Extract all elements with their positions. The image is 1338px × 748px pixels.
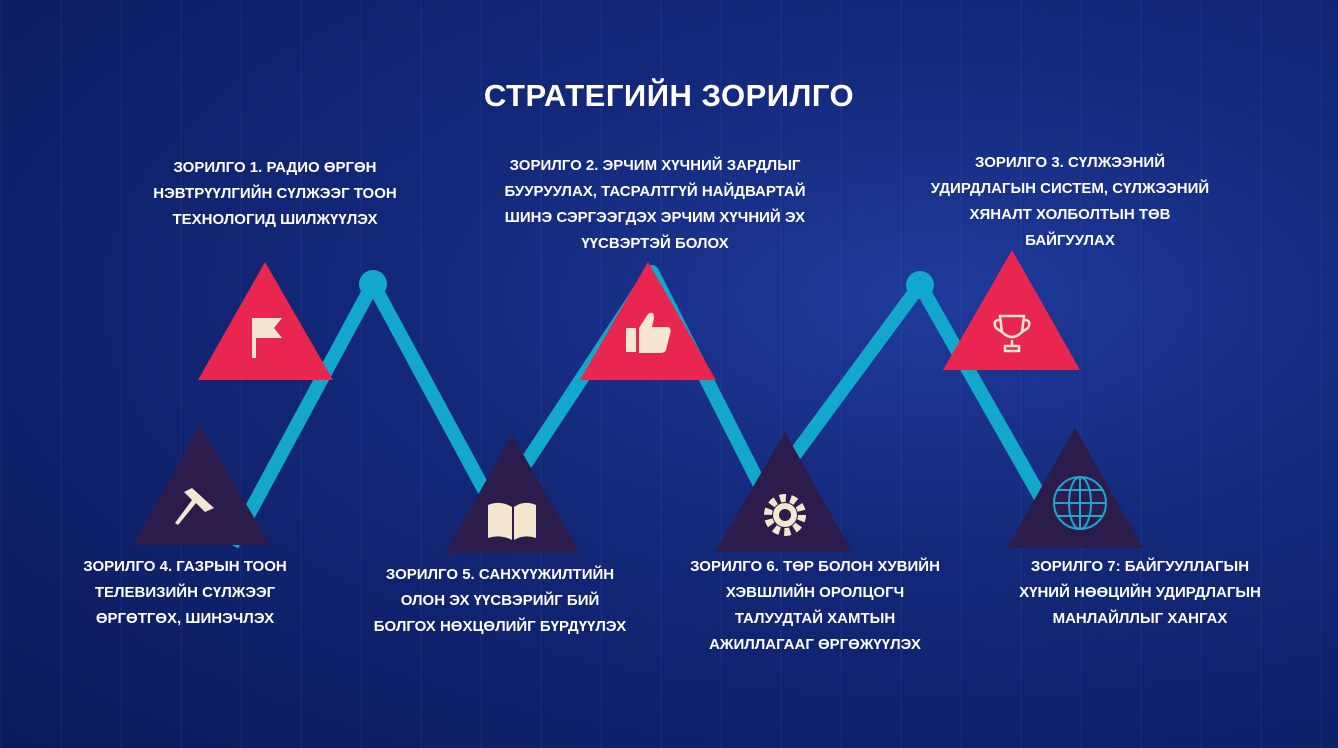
triangle-goal-4 <box>133 425 270 545</box>
peak-dot <box>906 271 934 299</box>
thumbs-up-icon <box>626 312 671 353</box>
peak-dot <box>359 270 387 298</box>
triangle-goal-7 <box>1007 428 1143 548</box>
goal-1-text: ЗОРИЛГО 1. РАДИО ӨРГӨН НЭВТРҮҮЛГИЙН СҮЛЖ… <box>153 159 397 228</box>
triangle-goal-3 <box>943 250 1080 370</box>
goal-2-text: ЗОРИЛГО 2. ЭРЧИМ ХҮЧНИЙ ЗАРДЛЫГ БУУРУУЛА… <box>504 157 806 252</box>
triangle-goal-5 <box>445 435 580 553</box>
flag-icon <box>252 318 282 358</box>
pushpin-icon <box>175 488 214 525</box>
goal-5-text: ЗОРИЛГО 5. САНХҮҮЖИЛТИЙН ОЛОН ЭХ ҮҮСВЭРИ… <box>373 566 627 635</box>
goal-4-text: ЗОРИЛГО 4. ГАЗРЫН ТООН ТЕЛЕВИЗИЙН СҮЛЖЭЭ… <box>83 558 287 627</box>
book-icon <box>488 502 536 540</box>
trophy-icon <box>993 314 1031 353</box>
page-title: СТРАТЕГИЙН ЗОРИЛГО <box>483 78 855 113</box>
goal-3-text: ЗОРИЛГО 3. СҮЛЖЭЭНИЙ УДИРДЛАГЫН СИСТЕМ, … <box>930 154 1210 249</box>
globe-icon <box>1053 476 1107 530</box>
gear-icon <box>764 494 806 536</box>
goal-7-text: ЗОРИЛГО 7: БАЙГУУЛЛАГЫН ХҮНИЙ НӨӨЦИЙН УД… <box>1019 558 1261 627</box>
triangle-goal-6 <box>715 432 852 552</box>
goal-6-text: ЗОРИЛГО 6. ТӨР БОЛОН ХУВИЙН ХЭВШЛИЙН ОРО… <box>690 558 940 653</box>
